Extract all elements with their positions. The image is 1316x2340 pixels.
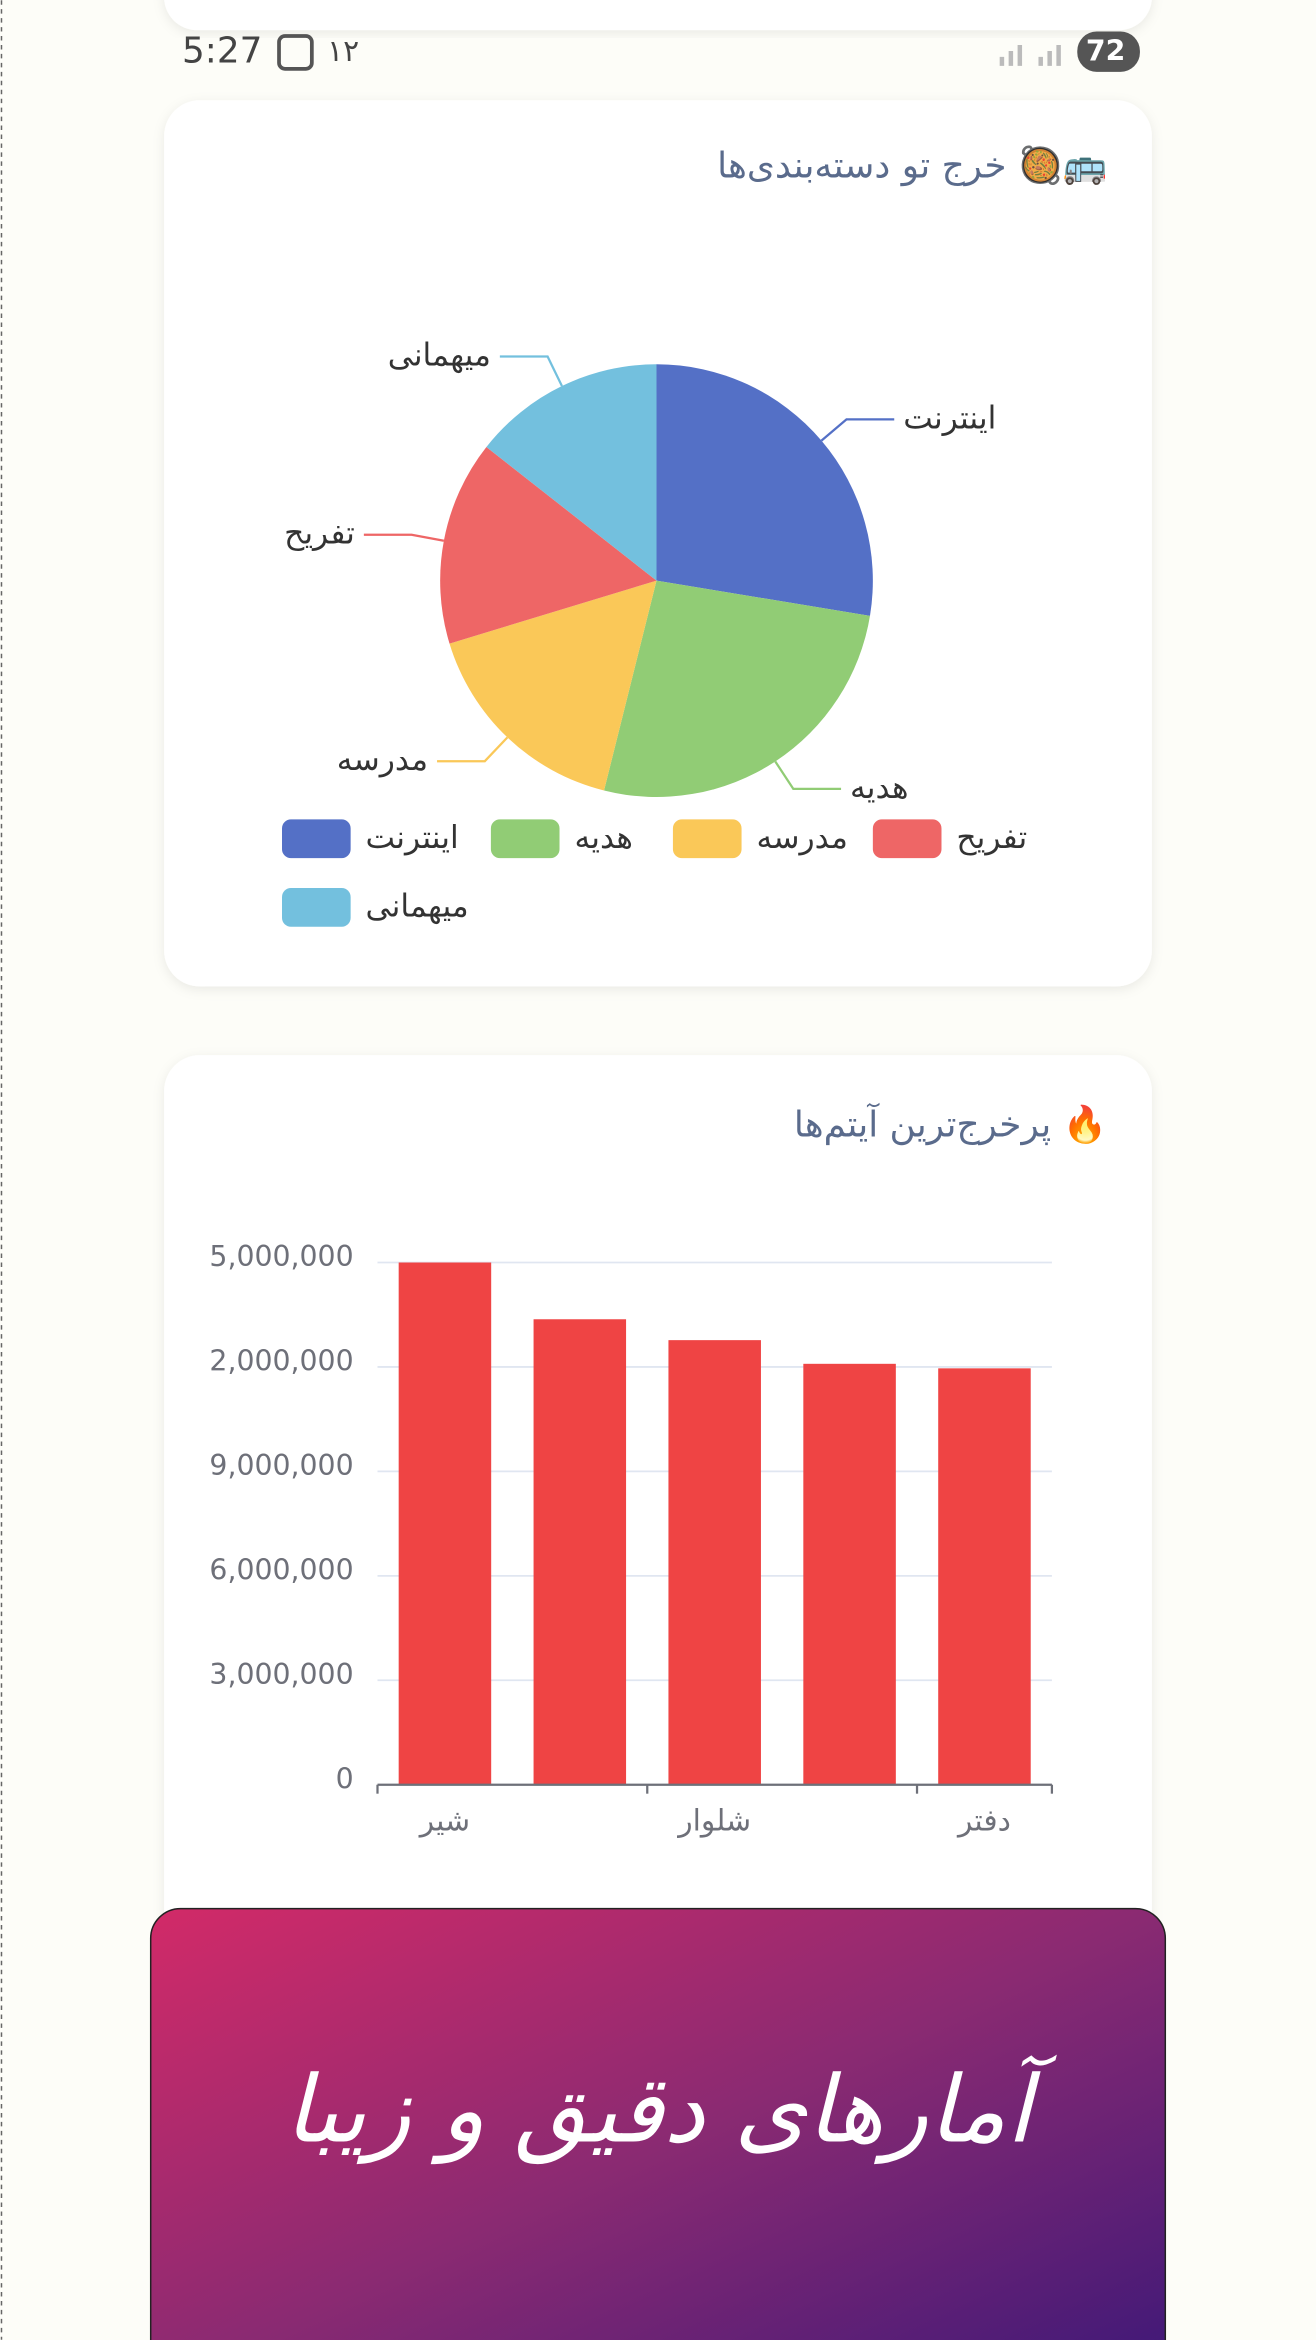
y-tick-label: 9,000,000 [209, 1449, 353, 1482]
screenshot-icon [277, 34, 314, 71]
legend-swatch [872, 819, 942, 859]
y-tick-label: 3,000,000 [209, 1658, 353, 1691]
x-tick-label: شلوار [676, 1804, 751, 1839]
pie-slice [449, 580, 657, 791]
bar [668, 1340, 761, 1785]
legend-swatch [282, 819, 351, 859]
card-title: پرخرج‌ترین آیتم‌ها 🔥 [794, 1103, 1107, 1146]
slice-label: مدرسه [337, 742, 428, 778]
date: ۱۲ [327, 34, 359, 69]
bar [398, 1262, 492, 1785]
legend-swatch [282, 888, 351, 927]
clock: 5:27 [182, 30, 262, 71]
bar [803, 1363, 896, 1785]
card-title: خرج تو دسته‌بندی‌ها 🥘🚌 [717, 143, 1107, 186]
leader-line [774, 760, 842, 791]
legend-label: هدیه [574, 820, 632, 856]
y-tick-label: 5,000,000 [209, 1240, 353, 1273]
banner [149, 1907, 1167, 2340]
previous-card [164, 0, 1152, 31]
legend-swatch [672, 819, 742, 859]
legend-label: میهمانی [366, 888, 469, 924]
slice-label: هدیه [850, 770, 908, 806]
bar-chart: 0 3,000,000 6,000,000 9,000,000 2,000,000 5,0… [209, 1240, 1054, 1839]
y-tick-label: 6,000,000 [209, 1553, 353, 1586]
signal [999, 44, 1061, 66]
x-tick-label: شیر [418, 1804, 470, 1839]
y-tick-label: 2,000,000 [209, 1344, 353, 1377]
battery [1077, 31, 1140, 72]
bar [533, 1319, 627, 1785]
pie-slice [604, 580, 870, 797]
slice-label: اینترنت [903, 400, 996, 436]
y-tick-label: 0 [336, 1762, 354, 1795]
legend-label: تفریح [956, 820, 1027, 856]
legend-label: اینترنت [366, 820, 459, 856]
battery-level: 72 [1086, 34, 1125, 67]
slice-label: میهمانی [388, 338, 491, 374]
legend-swatch [490, 819, 560, 859]
leader-line [363, 533, 445, 542]
bar [938, 1368, 1031, 1785]
banner-text: آمارهای دقیق و زیبا [284, 2054, 1057, 2164]
pie-slice [486, 364, 657, 581]
pie-slice [656, 364, 873, 616]
legend-label: مدرسه [756, 820, 847, 856]
leader-line [499, 355, 563, 387]
pie-slice [440, 446, 657, 644]
x-tick-label: دفتر [956, 1804, 1011, 1839]
leader-line [437, 736, 509, 763]
leader-line [820, 418, 895, 442]
slice-label: تفریح [284, 516, 355, 552]
